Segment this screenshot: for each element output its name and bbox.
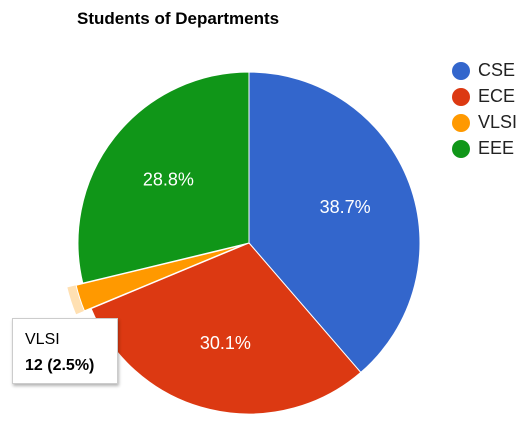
legend-swatch-vlsi [452,114,470,132]
slice-tooltip: VLSI 12 (2.5%) [12,318,118,384]
tooltip-slice-value: 12 (2.5%) [25,357,95,374]
slice-label-eee: 28.8% [143,170,194,190]
tooltip-slice-name: VLSI [25,331,60,348]
slice-label-cse: 38.7% [320,197,371,217]
legend-item-cse[interactable]: CSE [452,59,522,85]
pie-slice-cse[interactable] [248,71,421,374]
chart-legend: CSE ECE VLSI EEE [452,59,522,163]
legend-swatch-cse [452,62,470,80]
legend-item-vlsi[interactable]: VLSI [452,111,522,137]
legend-label-vlsi: VLSI [478,112,518,132]
slice-label-ece: 30.1% [200,333,251,353]
legend-swatch-ece [452,88,470,106]
legend-label-ece: ECE [478,86,516,106]
slice-highlight-vlsi [67,285,85,315]
legend-label-cse: CSE [478,60,516,80]
chart-title: Students of Departments [77,9,280,28]
legend-item-ece[interactable]: ECE [452,85,522,111]
pie-slice-vlsi[interactable] [75,244,243,312]
legend-swatch-eee [452,140,470,158]
legend-label-eee: EEE [478,138,515,158]
pie-slice-eee[interactable] [77,71,250,284]
legend-item-eee[interactable]: EEE [452,137,522,163]
